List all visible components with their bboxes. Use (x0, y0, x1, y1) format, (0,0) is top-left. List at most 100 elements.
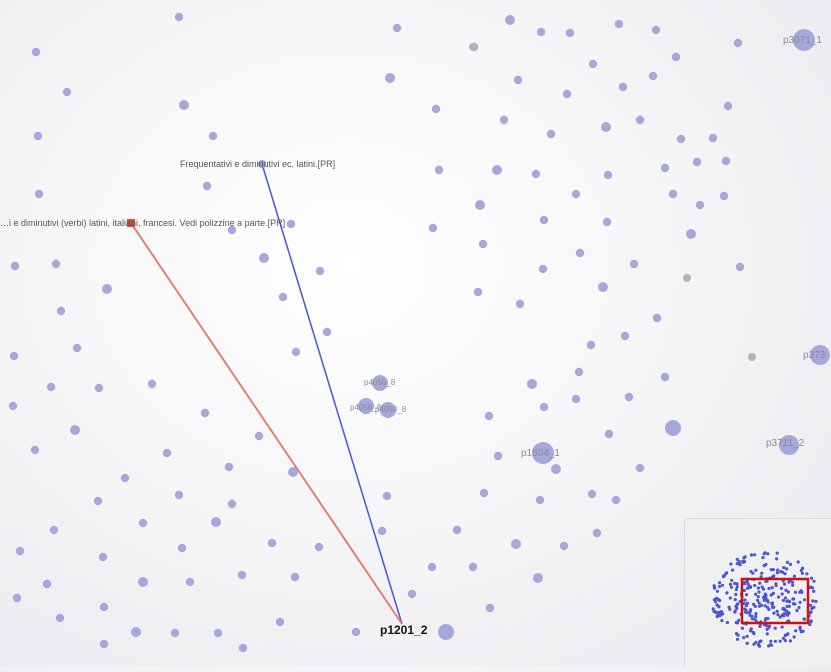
minimap-canvas[interactable] (685, 519, 831, 667)
edge-red[interactable] (130, 222, 403, 625)
graph-node[interactable] (315, 266, 325, 276)
graph-node[interactable] (635, 115, 645, 125)
graph-node[interactable] (539, 215, 549, 225)
graph-node[interactable] (539, 402, 549, 412)
graph-node[interactable] (431, 104, 441, 114)
graph-node[interactable] (224, 462, 234, 472)
graph-node-large[interactable] (372, 375, 388, 391)
graph-node[interactable] (179, 100, 189, 110)
graph-node[interactable] (515, 299, 525, 309)
graph-node[interactable] (611, 495, 621, 505)
graph-node[interactable] (31, 47, 41, 57)
graph-node-grey[interactable] (683, 274, 691, 282)
graph-node[interactable] (288, 467, 298, 477)
graph-node[interactable] (721, 156, 731, 166)
graph-node[interactable] (211, 517, 221, 527)
graph-node[interactable] (291, 347, 301, 357)
graph-node-large[interactable] (438, 624, 454, 640)
graph-node[interactable] (427, 562, 437, 572)
graph-node[interactable] (651, 25, 661, 35)
graph-node[interactable] (586, 340, 596, 350)
graph-node[interactable] (592, 528, 602, 538)
graph-node[interactable] (392, 23, 402, 33)
graph-node-large[interactable] (380, 402, 396, 418)
graph-node[interactable] (492, 165, 502, 175)
graph-node[interactable] (93, 496, 103, 506)
graph-node[interactable] (692, 157, 702, 167)
graph-node[interactable] (8, 401, 18, 411)
graph-node[interactable] (473, 287, 483, 297)
graph-node[interactable] (99, 602, 109, 612)
graph-node[interactable] (259, 253, 269, 263)
graph-node[interactable] (733, 38, 743, 48)
graph-node[interactable] (267, 538, 277, 548)
graph-node[interactable] (227, 499, 237, 509)
graph-node[interactable] (227, 225, 237, 235)
graph-node[interactable] (177, 543, 187, 553)
graph-node[interactable] (102, 284, 112, 294)
graph-node-large[interactable] (358, 398, 374, 414)
graph-node[interactable] (546, 129, 556, 139)
graph-node[interactable] (170, 628, 180, 638)
graph-node[interactable] (407, 589, 417, 599)
graph-node-grey[interactable] (748, 353, 756, 361)
graph-node[interactable] (147, 379, 157, 389)
minimap[interactable] (684, 518, 831, 667)
graph-node[interactable] (624, 392, 634, 402)
graph-node[interactable] (351, 627, 361, 637)
graph-node[interactable] (629, 259, 639, 269)
graph-node[interactable] (565, 28, 575, 38)
graph-node[interactable] (527, 379, 537, 389)
graph-node[interactable] (635, 463, 645, 473)
graph-node[interactable] (475, 200, 485, 210)
graph-node[interactable] (588, 59, 598, 69)
graph-node[interactable] (428, 223, 438, 233)
graph-node[interactable] (131, 627, 141, 637)
graph-node-large[interactable] (793, 29, 815, 51)
graph-node[interactable] (72, 343, 82, 353)
graph-node[interactable] (55, 613, 65, 623)
edge-blue[interactable] (261, 163, 403, 625)
graph-node[interactable] (505, 15, 515, 25)
graph-node[interactable] (56, 306, 66, 316)
graph-node[interactable] (468, 562, 478, 572)
graph-node[interactable] (377, 526, 387, 536)
graph-node[interactable] (120, 473, 130, 483)
graph-node[interactable] (275, 617, 285, 627)
graph-node[interactable] (571, 189, 581, 199)
graph-node[interactable] (138, 577, 148, 587)
graph-node[interactable] (200, 408, 210, 418)
graph-node[interactable] (174, 490, 184, 500)
graph-node[interactable] (174, 12, 184, 22)
graph-node[interactable] (485, 603, 495, 613)
graph-node[interactable] (719, 191, 729, 201)
graph-node[interactable] (735, 262, 745, 272)
graph-node[interactable] (484, 411, 494, 421)
graph-node[interactable] (238, 643, 248, 653)
graph-node[interactable] (620, 331, 630, 341)
graph-node[interactable] (208, 131, 218, 141)
graph-node[interactable] (286, 219, 296, 229)
graph-node[interactable] (601, 122, 611, 132)
graph-node[interactable] (511, 539, 521, 549)
graph-node[interactable] (587, 489, 597, 499)
graph-node[interactable] (531, 169, 541, 179)
graph-node[interactable] (42, 579, 52, 589)
graph-node[interactable] (10, 261, 20, 271)
graph-node[interactable] (535, 495, 545, 505)
graph-node[interactable] (434, 165, 444, 175)
graph-node[interactable] (185, 577, 195, 587)
graph-node[interactable] (695, 200, 705, 210)
graph-node[interactable] (571, 394, 581, 404)
graph-node[interactable] (382, 491, 392, 501)
graph-node[interactable] (538, 264, 548, 274)
graph-node[interactable] (138, 518, 148, 528)
graph-node[interactable] (46, 382, 56, 392)
graph-node[interactable] (604, 429, 614, 439)
graph-node[interactable] (62, 87, 72, 97)
graph-node[interactable] (278, 292, 288, 302)
graph-node[interactable] (254, 431, 264, 441)
graph-node[interactable] (30, 445, 40, 455)
graph-node[interactable] (34, 189, 44, 199)
